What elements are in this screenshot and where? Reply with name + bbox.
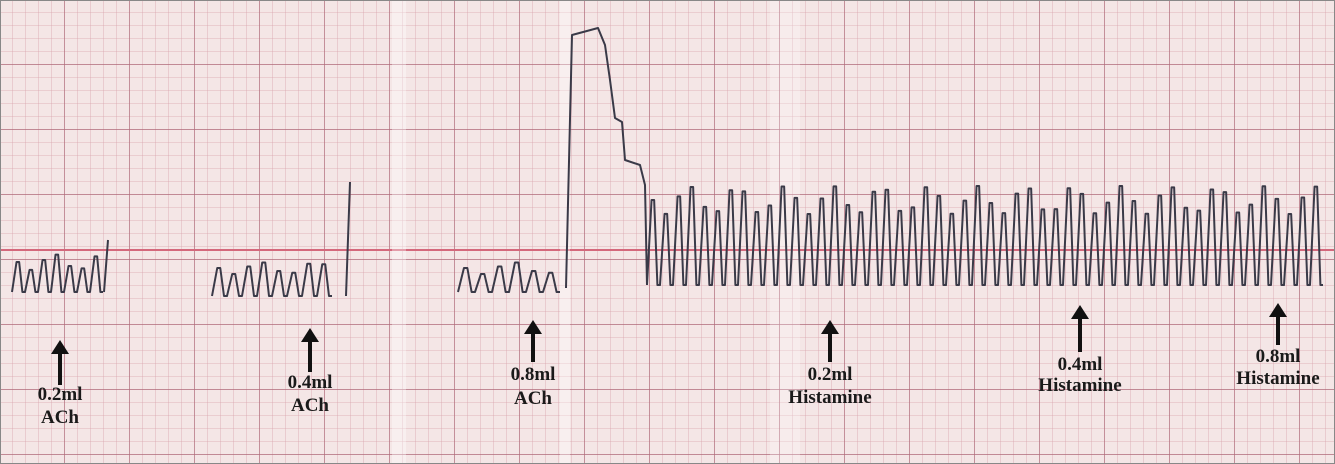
- dose-label: 0.4ml: [1058, 354, 1103, 375]
- drug-label: Histamine: [788, 387, 871, 408]
- trace: [103, 239, 109, 293]
- arrow-head: [524, 320, 542, 334]
- trace: [11, 253, 103, 293]
- drug-label: ACh: [514, 388, 552, 409]
- traces: [11, 27, 1323, 297]
- trace: [457, 261, 560, 293]
- dose-label: 0.2ml: [808, 364, 853, 385]
- arrow-head: [1071, 305, 1089, 319]
- drug-label: Histamine: [1236, 368, 1319, 389]
- annotations: 0.2mlACh0.4mlACh0.8mlACh0.2mlHistamine0.…: [38, 303, 1320, 428]
- dose-label: 0.8ml: [1256, 346, 1301, 367]
- drug-label: ACh: [291, 395, 329, 416]
- drug-label: ACh: [41, 407, 79, 428]
- drug-label: Histamine: [1038, 375, 1121, 396]
- trace: [565, 27, 648, 289]
- arrow-head: [301, 328, 319, 342]
- trace: [345, 181, 351, 297]
- arrow-head: [1269, 303, 1287, 317]
- dose-label: 0.2ml: [38, 384, 83, 405]
- paper-seam: [560, 0, 570, 464]
- trace: [211, 261, 332, 297]
- dose-label: 0.8ml: [511, 364, 556, 385]
- dose-label: 0.4ml: [288, 372, 333, 393]
- trace: [646, 185, 1323, 286]
- arrow-head: [821, 320, 839, 334]
- paper-seam: [392, 0, 406, 464]
- arrow-head: [51, 340, 69, 354]
